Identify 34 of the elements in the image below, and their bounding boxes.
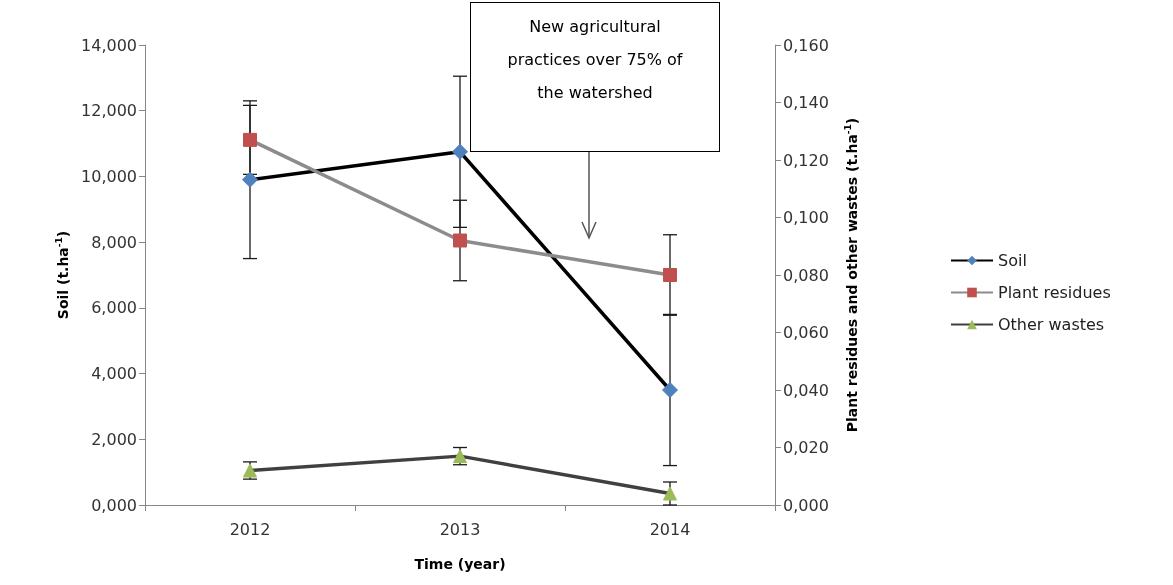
legend-label: Soil <box>998 251 1027 270</box>
y2-tick-label: 0,040 <box>783 380 829 400</box>
x-tick-label: 2012 <box>229 519 271 539</box>
y-tick-label: 14,000 <box>81 35 137 55</box>
y-tick-label: 12,000 <box>81 101 137 121</box>
point <box>662 382 678 398</box>
point <box>453 233 467 248</box>
y-tick-label: 0,000 <box>91 495 137 515</box>
point <box>452 143 468 160</box>
point <box>242 171 258 188</box>
y-tick-label: 6,000 <box>91 298 137 318</box>
point <box>663 486 677 501</box>
y-tick-label: 2,000 <box>91 429 137 449</box>
x-tick-label: 2013 <box>439 519 481 539</box>
y2-tick-label: 0,020 <box>783 438 829 457</box>
y-tick-label: 4,000 <box>91 364 137 384</box>
point <box>243 132 257 147</box>
y2-tick-label: 0,160 <box>783 35 829 55</box>
y2-tick-label: 0,140 <box>783 93 829 112</box>
y2-tick-label: 0,060 <box>783 323 829 342</box>
x-axis-title: Time (year) <box>414 556 506 572</box>
y2-tick-label: 0,080 <box>783 265 829 285</box>
y2-tick-label: 0,120 <box>783 150 829 170</box>
y-axis-title: Soil (t.ha-1) <box>54 230 72 320</box>
y2-tick-label: 0,100 <box>783 208 829 227</box>
point <box>663 268 677 282</box>
y2-axis-title: Plant residues and other wastes (t.ha-1) <box>842 117 860 433</box>
annotation: New agricultural practices over 75% of the watershed <box>506 16 684 104</box>
y-tick-label: 10,000 <box>81 166 137 186</box>
legend-label: Plant residues <box>998 283 1111 302</box>
y-tick-label: 8,000 <box>91 232 137 252</box>
y2-tick-label: 0,000 <box>783 495 829 515</box>
legend-label: Other wastes <box>998 315 1105 334</box>
x-tick-label: 2014 <box>649 519 691 539</box>
